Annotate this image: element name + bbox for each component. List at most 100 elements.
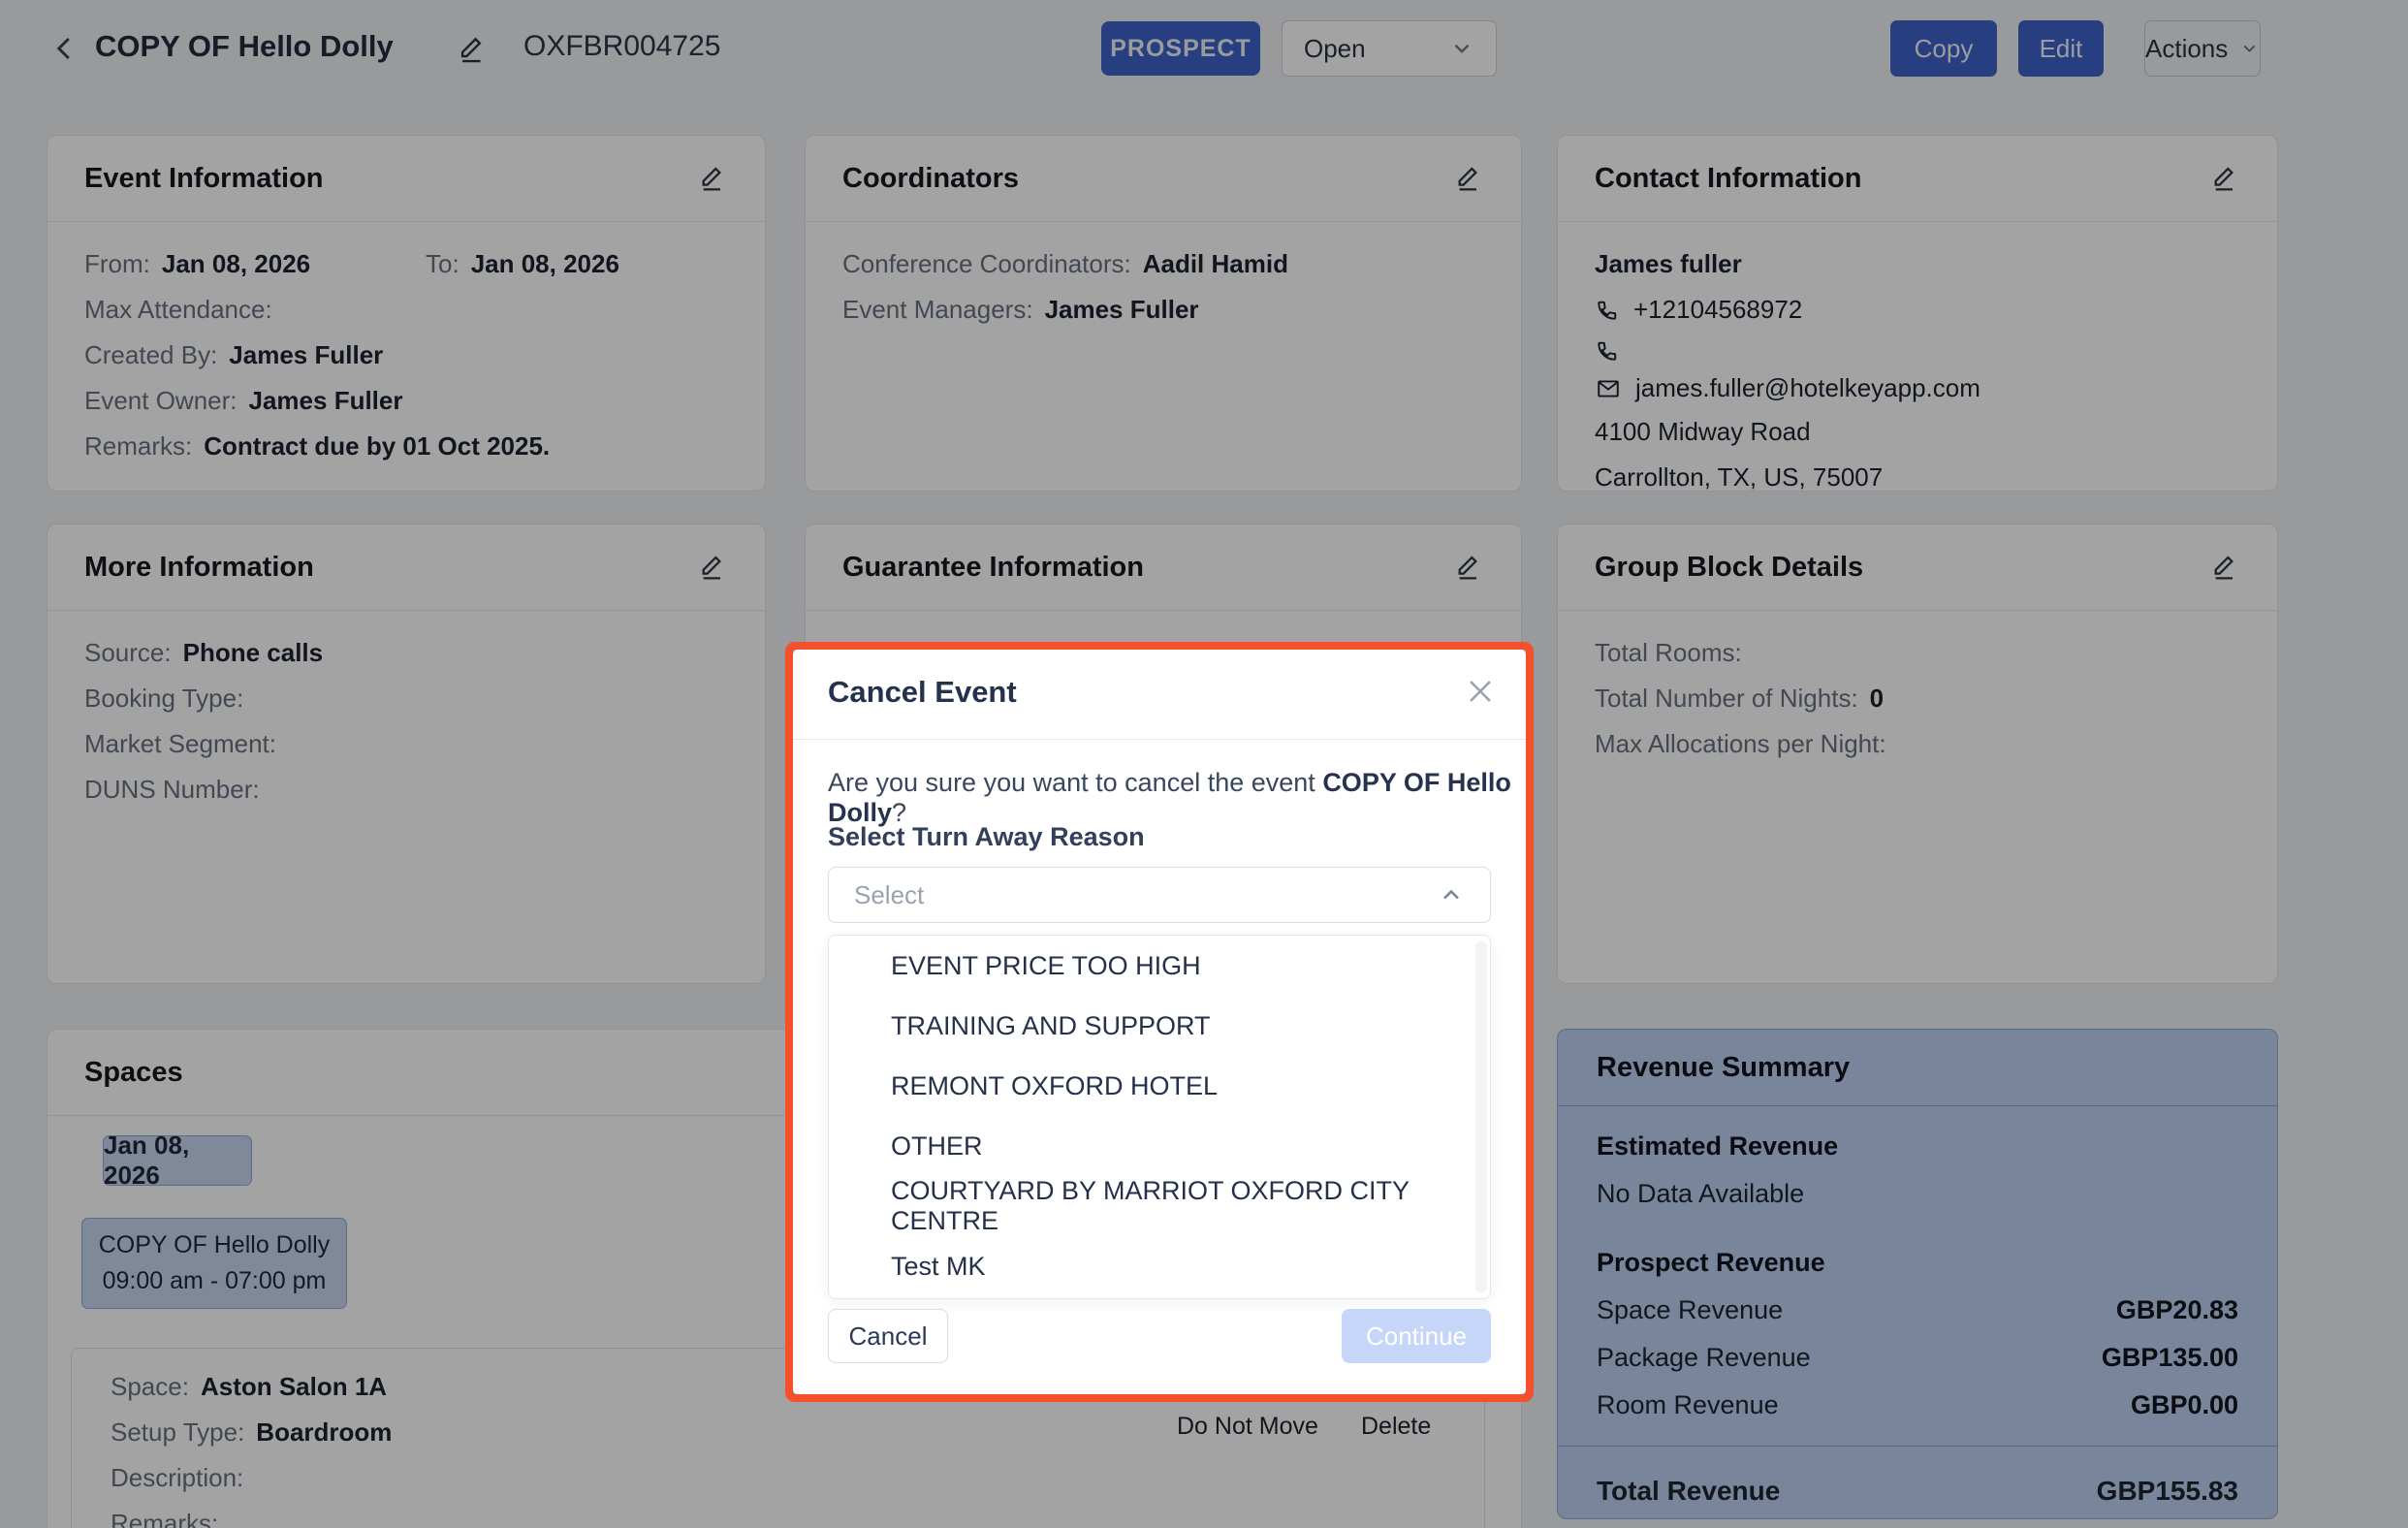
copy-button[interactable]: Copy <box>1890 20 1997 77</box>
description-label: Description: <box>111 1463 244 1492</box>
actions-button[interactable]: Actions <box>2144 20 2261 77</box>
source-label: Source: <box>84 638 172 667</box>
cancel-event-modal: Cancel Event Are you sure you want to ca… <box>793 650 1526 1394</box>
contact-information-card: Contact Information James fuller +121045… <box>1557 135 2278 492</box>
edit-pencil-icon[interactable] <box>697 161 728 196</box>
card-title: Group Block Details <box>1595 551 1864 583</box>
remarks-label: Remarks: <box>84 431 193 461</box>
revenue-row-label: Space Revenue <box>1597 1295 1784 1324</box>
event-owner-value: James Fuller <box>248 386 403 415</box>
contact-email[interactable]: james.fuller@hotelkeyapp.com <box>1635 373 1980 402</box>
modal-question: Are you sure you want to cancel the even… <box>828 768 1526 828</box>
chevron-up-icon <box>1443 889 1459 900</box>
dropdown-scrollbar[interactable] <box>1475 941 1487 1292</box>
top-header: COPY OF Hello Dolly OXFBR004725 PROSPECT… <box>0 0 2408 97</box>
status-select[interactable]: Open <box>1282 20 1497 77</box>
prospect-revenue-label: Prospect Revenue <box>1597 1248 1825 1277</box>
card-title: More Information <box>84 551 314 583</box>
event-managers-label: Event Managers: <box>842 295 1033 324</box>
created-by-label: Created By: <box>84 340 218 369</box>
modal-question-event-name: COPY OF Hello Dolly <box>828 768 1511 827</box>
edit-button[interactable]: Edit <box>2018 20 2104 77</box>
do-not-move-label: Do Not Move <box>1177 1413 1318 1440</box>
space-label: Space: <box>111 1372 189 1401</box>
dropdown-option[interactable]: EVENT PRICE TOO HIGH <box>891 950 1201 980</box>
source-value: Phone calls <box>182 638 324 667</box>
dropdown-option[interactable]: REMONT OXFORD HOTEL <box>891 1070 1219 1100</box>
setup-type-value: Boardroom <box>256 1417 393 1447</box>
space-event-chip[interactable]: COPY OF Hello Dolly 09:00 am - 07:00 pm <box>81 1218 347 1309</box>
edit-pencil-icon[interactable] <box>2209 550 2240 585</box>
delete-label: Delete <box>1361 1413 1432 1440</box>
dropdown-option[interactable]: TRAINING AND SUPPORT <box>891 1010 1211 1040</box>
card-title: Spaces <box>84 1056 183 1088</box>
revenue-row: Package Revenue GBP135.00 <box>1597 1343 2238 1373</box>
edit-pencil-icon[interactable] <box>1453 161 1484 196</box>
space-event-chip-name: COPY OF Hello Dolly <box>98 1231 331 1258</box>
coordinators-card: Coordinators Conference Coordinators: Aad… <box>805 135 1522 492</box>
dropdown-option[interactable]: COURTYARD BY MARRIOT OXFORD CITY CENTRE <box>891 1176 1410 1235</box>
space-value: Aston Salon 1A <box>200 1372 388 1401</box>
edit-pencil-icon[interactable] <box>2209 161 2240 196</box>
modal-title: Cancel Event <box>828 675 1017 709</box>
revenue-row-label: Room Revenue <box>1597 1390 1779 1419</box>
turn-away-reason-dropdown: EVENT PRICE TOO HIGH TRAINING AND SUPPOR… <box>828 935 1491 1299</box>
to-value: Jan 08, 2026 <box>470 249 619 278</box>
modal-continue-button[interactable]: Continue <box>1342 1309 1491 1363</box>
card-title: Contact Information <box>1595 162 1862 194</box>
created-by-value: James Fuller <box>229 340 384 369</box>
space-event-chip-time: 09:00 am - 07:00 pm <box>102 1267 327 1294</box>
total-revenue-label: Total Revenue <box>1597 1476 1781 1506</box>
edit-pencil-icon[interactable] <box>1453 550 1484 585</box>
dropdown-option[interactable]: OTHER <box>891 1130 983 1161</box>
page-title: COPY OF Hello Dolly <box>95 29 394 63</box>
total-revenue-value: GBP155.83 <box>2096 1476 2238 1506</box>
no-data-text: No Data Available <box>1597 1179 1805 1208</box>
contact-name: James fuller <box>1595 249 1742 278</box>
remarks-value: Contract due by 01 Oct 2025. <box>204 431 551 461</box>
estimated-revenue-label: Estimated Revenue <box>1597 1131 1839 1161</box>
dropdown-option[interactable]: Test MK <box>891 1251 986 1281</box>
booking-id: OXFBR004725 <box>523 30 721 62</box>
revenue-row: Space Revenue GBP20.83 <box>1597 1295 2238 1325</box>
modal-question-suffix: ? <box>892 798 907 827</box>
space-date-chip[interactable]: Jan 08, 2026 <box>103 1130 252 1190</box>
modal-divider <box>793 739 1526 740</box>
back-icon[interactable] <box>50 32 79 65</box>
space-remarks-label: Remarks: <box>111 1509 219 1528</box>
revenue-summary-card: Revenue Summary Estimated Revenue No Dat… <box>1557 1029 2278 1519</box>
duns-number-label: DUNS Number: <box>84 775 260 804</box>
from-value: Jan 08, 2026 <box>161 249 311 278</box>
turn-away-reason-select[interactable]: Select <box>828 867 1491 923</box>
card-title: Event Information <box>84 162 324 194</box>
email-icon <box>1598 379 1619 398</box>
status-badge: PROSPECT <box>1101 21 1260 76</box>
card-title: Coordinators <box>842 162 1020 194</box>
conference-coordinators-label: Conference Coordinators: <box>842 249 1131 278</box>
close-icon[interactable] <box>1464 675 1497 708</box>
contact-address-line1: 4100 Midway Road <box>1595 417 1811 446</box>
total-rooms-label: Total Rooms: <box>1595 638 1742 667</box>
to-label: To: <box>426 249 459 278</box>
contact-phone[interactable]: +12104568972 <box>1633 295 1803 324</box>
revenue-row-label: Package Revenue <box>1597 1343 1811 1372</box>
setup-type-label: Setup Type: <box>111 1417 245 1447</box>
contact-address-line2: Carrollton, TX, US, 75007 <box>1595 462 1884 492</box>
edit-pencil-icon[interactable] <box>697 550 728 585</box>
max-attendance-label: Max Attendance: <box>84 295 272 324</box>
revenue-row-value: GBP135.00 <box>2101 1343 2238 1372</box>
annotation-highlight-box: Cancel Event Are you sure you want to ca… <box>785 642 1534 1402</box>
more-information-card: More Information Source: Phone calls Book… <box>47 524 766 984</box>
market-segment-label: Market Segment: <box>84 729 276 758</box>
conference-coordinators-value: Aadil Hamid <box>1142 249 1288 278</box>
status-select-value: Open <box>1304 33 1366 63</box>
turn-away-reason-label: Select Turn Away Reason <box>828 822 1145 851</box>
revenue-row: Room Revenue GBP0.00 <box>1597 1390 2238 1420</box>
chevron-down-icon <box>2243 45 2256 52</box>
group-block-details-card: Group Block Details Total Rooms: Total N… <box>1557 524 2278 984</box>
event-managers-value: James Fuller <box>1044 295 1199 324</box>
event-owner-label: Event Owner: <box>84 386 238 415</box>
edit-title-pencil-icon[interactable] <box>456 31 489 68</box>
card-title: Guarantee Information <box>842 551 1144 583</box>
modal-cancel-button[interactable]: Cancel <box>828 1309 948 1363</box>
